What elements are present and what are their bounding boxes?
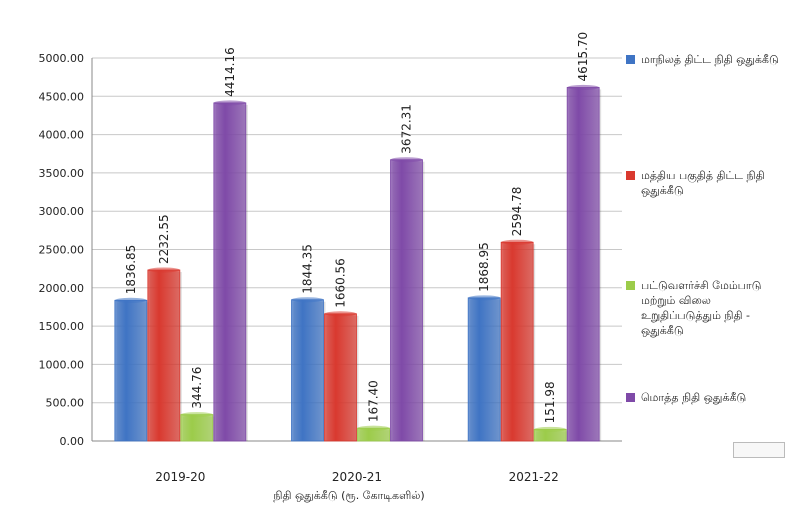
y-tick-label: 5000.00 xyxy=(39,52,85,65)
bar xyxy=(467,297,501,442)
bar-top xyxy=(390,157,423,163)
bar xyxy=(390,159,423,442)
data-label: 1836.85 xyxy=(124,245,138,295)
y-tick-label: 500.00 xyxy=(46,397,85,410)
legend-item-state-scheme: மாநிலத் திட்ட நிதி ஒதுக்கீடு xyxy=(626,52,786,67)
embedded-thumbnail-box xyxy=(733,442,785,458)
data-label: 167.40 xyxy=(367,380,381,422)
x-axis-title: நிதி ஒதுக்கீடு (ரூ. கோடிகளில்) xyxy=(273,489,424,502)
bar-top xyxy=(501,239,534,245)
y-tick-label: 3000.00 xyxy=(39,205,85,218)
data-label: 3672.31 xyxy=(400,104,414,154)
bar-top xyxy=(114,297,147,303)
legend-item-price-stabilisation: பட்டுவளர்ச்சி மேம்பாடு மற்றும் விலை உறுத… xyxy=(626,278,786,338)
bar xyxy=(566,87,600,442)
x-tick-label: 2019-20 xyxy=(155,470,205,484)
bar-top xyxy=(567,84,600,90)
legend-label: மத்திய பகுதித் திட்ட நிதி ஒதுக்கீடு xyxy=(641,169,765,197)
data-label: 2594.78 xyxy=(510,187,524,237)
bar-top xyxy=(291,297,324,303)
y-tick-label: 3500.00 xyxy=(39,167,85,180)
data-label: 4615.70 xyxy=(576,32,590,82)
x-tick-label: 2021-22 xyxy=(509,470,559,484)
legend-swatch xyxy=(626,281,635,290)
data-label: 151.98 xyxy=(543,381,557,423)
bar-top xyxy=(468,295,501,301)
data-label: 1660.56 xyxy=(334,258,348,308)
bar-top xyxy=(357,425,390,431)
y-tick-label: 1000.00 xyxy=(39,358,85,371)
y-tick-label: 0.00 xyxy=(60,435,85,448)
y-tick-label: 1500.00 xyxy=(39,320,85,333)
bar xyxy=(213,102,247,442)
bar xyxy=(180,414,214,442)
y-tick-label: 2500.00 xyxy=(39,244,85,257)
bar-top xyxy=(147,267,180,273)
legend-swatch xyxy=(626,55,635,64)
data-label: 1868.95 xyxy=(477,242,491,292)
x-tick-label: 2020-21 xyxy=(332,470,382,484)
legend-item-central-scheme: மத்திய பகுதித் திட்ட நிதி ஒதுக்கீடு xyxy=(626,168,786,198)
bar xyxy=(324,313,357,442)
bar-top xyxy=(324,311,357,317)
bar-top xyxy=(534,426,567,432)
bar xyxy=(147,269,181,442)
legend-item-total: மொத்த நிதி ஒதுக்கீடு xyxy=(626,390,786,405)
bar xyxy=(291,299,324,442)
y-tick-label: 4000.00 xyxy=(39,129,85,142)
y-tick-label: 2000.00 xyxy=(39,282,85,295)
data-label: 344.76 xyxy=(190,367,204,409)
legend-label: மொத்த நிதி ஒதுக்கீடு xyxy=(641,391,747,404)
bar xyxy=(114,299,148,442)
bar-top xyxy=(180,412,213,418)
y-tick-label: 4500.00 xyxy=(39,90,85,103)
legend-label: மாநிலத் திட்ட நிதி ஒதுக்கீடு xyxy=(641,53,779,66)
bar xyxy=(500,241,534,442)
bar-top xyxy=(213,100,246,106)
legend-swatch xyxy=(626,393,635,402)
data-label: 4414.16 xyxy=(223,47,237,97)
data-label: 2232.55 xyxy=(157,214,171,264)
legend-swatch xyxy=(626,171,635,180)
data-label: 1844.35 xyxy=(301,244,315,294)
legend-label: பட்டுவளர்ச்சி மேம்பாடு மற்றும் விலை உறுத… xyxy=(641,279,762,337)
